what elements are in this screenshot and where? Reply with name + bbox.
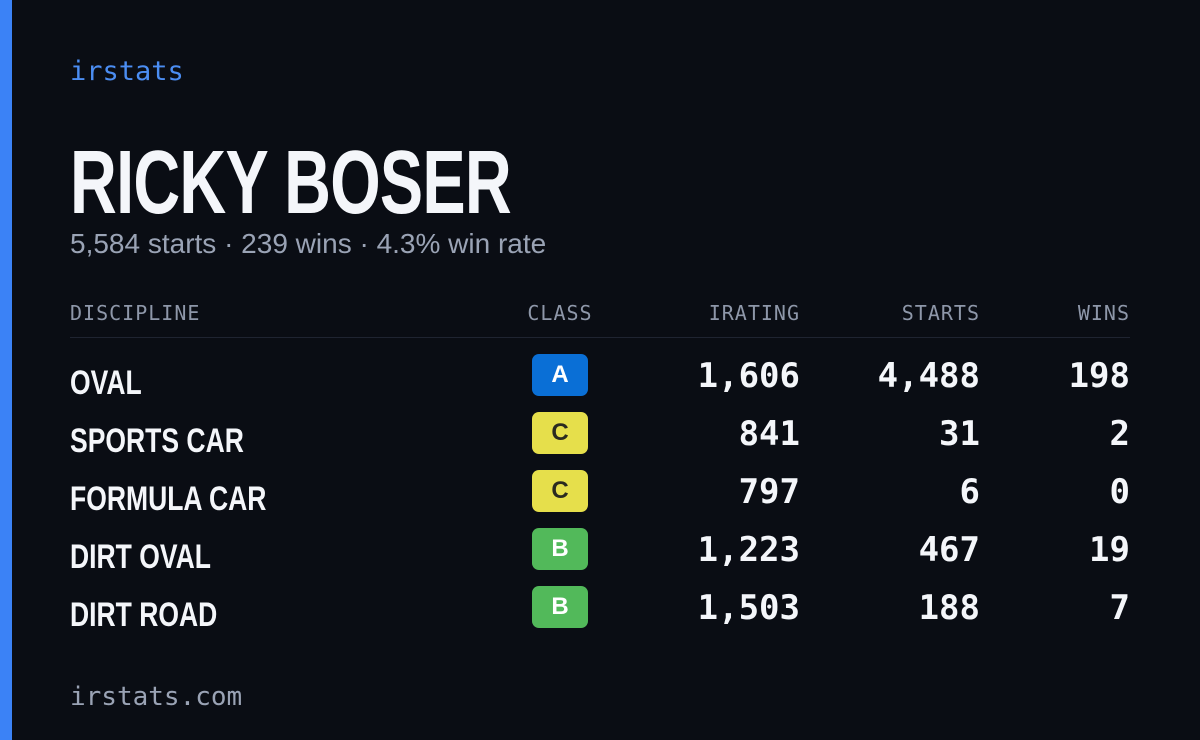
header-rule xyxy=(70,337,1130,338)
footer-url: irstats.com xyxy=(70,682,243,712)
column-header: DISCIPLINE xyxy=(70,301,201,325)
discipline: SPORTS CAR xyxy=(70,422,244,460)
class-badge: B xyxy=(532,528,588,570)
driver-name: RICKY BOSER xyxy=(70,133,512,233)
stat-value: 0 xyxy=(1109,472,1130,512)
discipline: DIRT OVAL xyxy=(70,538,211,576)
class-badge: A xyxy=(532,354,588,396)
stat-value: 1,503 xyxy=(697,588,800,628)
column-header: WINS xyxy=(1077,301,1130,325)
stat-value: 4,488 xyxy=(877,356,980,396)
column-header: IRATING xyxy=(708,301,800,325)
column-header: STARTS xyxy=(901,301,980,325)
stat-value: 31 xyxy=(939,414,980,454)
discipline: FORMULA CAR xyxy=(70,480,267,518)
stat-value: 841 xyxy=(738,414,800,454)
summary: 5,584 starts · 239 wins · 4.3% win rate xyxy=(70,228,547,259)
stat-value: 1,223 xyxy=(697,530,800,570)
discipline: DIRT ROAD xyxy=(70,596,218,634)
stat-value: 198 xyxy=(1068,356,1130,396)
class-badge: B xyxy=(532,586,588,628)
stat-value: 1,606 xyxy=(697,356,800,396)
stat-value: 797 xyxy=(738,472,800,512)
stat-value: 2 xyxy=(1109,414,1130,454)
class-badge: C xyxy=(532,412,588,454)
stat-value: 467 xyxy=(918,530,980,570)
column-header: CLASS xyxy=(527,301,593,325)
stat-value: 7 xyxy=(1109,588,1130,628)
brand: irstats xyxy=(70,56,184,87)
accent-bar xyxy=(0,0,12,740)
stat-value: 19 xyxy=(1089,530,1130,570)
stat-value: 188 xyxy=(918,588,980,628)
discipline: OVAL xyxy=(70,364,142,402)
class-badge: C xyxy=(532,470,588,512)
stat-value: 6 xyxy=(959,472,980,512)
